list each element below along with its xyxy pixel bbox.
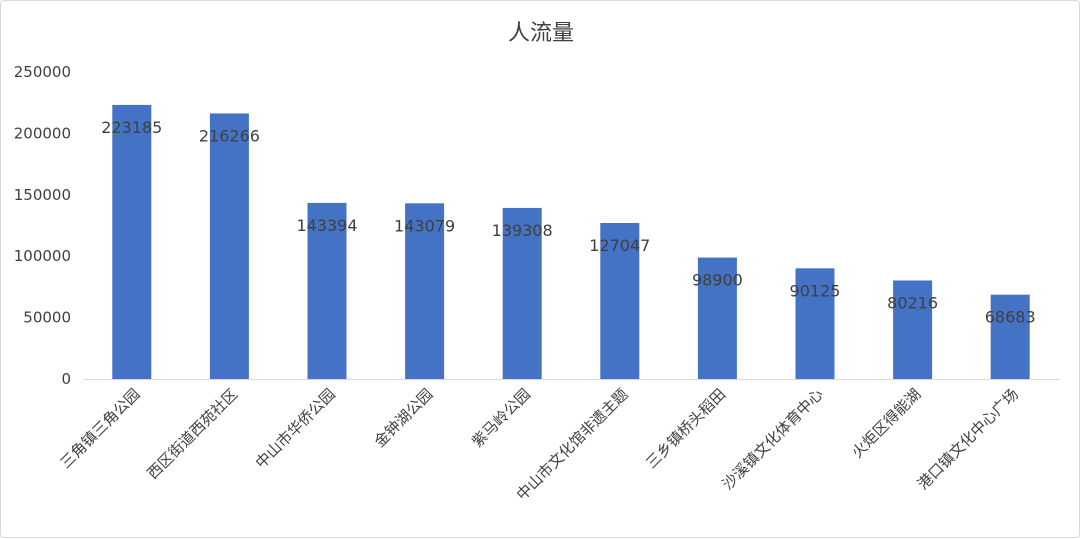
bar xyxy=(112,104,152,379)
bar-value-label: 143079 xyxy=(394,216,455,235)
x-category-label: 火炬区得能湖 xyxy=(848,385,924,461)
x-category-label: 紫马岭公园 xyxy=(468,385,534,451)
value-labels-group: 223185 216266 143394 143079 139308 127047 9890… xyxy=(101,118,1035,327)
category-labels-group: 三角镇三角公园 西区街道西苑社区 中山市华侨公园 金钟湖公园 紫马岭公园中山市文化馆非遗… xyxy=(57,385,1022,504)
bar-value-label: 68683 xyxy=(985,308,1036,327)
bar xyxy=(209,113,249,379)
x-category-label: 三乡镇桥头稻田 xyxy=(642,385,729,472)
bar xyxy=(697,257,737,379)
y-tick-label: 150000 xyxy=(14,186,71,204)
bar-value-label: 139308 xyxy=(492,221,553,240)
bar-value-label: 127047 xyxy=(589,236,650,255)
x-category-label: 三角镇三角公园 xyxy=(57,385,144,472)
bar-value-label: 98900 xyxy=(692,271,743,290)
bar-value-label: 90125 xyxy=(790,281,841,300)
chart-title: 人流量 xyxy=(508,21,574,46)
y-tick-label: 200000 xyxy=(14,124,71,142)
x-category-label: 中山市华侨公园 xyxy=(252,385,339,472)
bar xyxy=(307,202,347,379)
bar xyxy=(405,203,445,379)
bar-value-label: 223185 xyxy=(101,118,162,137)
bar-value-label: 216266 xyxy=(199,126,260,145)
y-tick-label: 250000 xyxy=(14,63,71,81)
x-category-label: 中山市文化馆非遗主题 xyxy=(513,385,632,504)
y-tick-label: 0 xyxy=(61,370,71,388)
bar-value-label: 143394 xyxy=(296,216,357,235)
bar xyxy=(893,280,933,379)
x-category-label: 西区街道西苑社区 xyxy=(144,385,242,483)
y-tick-label: 100000 xyxy=(14,247,71,265)
bar-value-label: 80216 xyxy=(887,293,938,312)
bar xyxy=(795,268,835,379)
y-tick-label: 50000 xyxy=(23,309,71,327)
bars-group xyxy=(112,104,1030,379)
x-category-label: 港口镇文化中心广场 xyxy=(914,385,1022,493)
y-axis-ticks: 0 50000 100000 150000 200000 250000 xyxy=(14,63,71,388)
bar xyxy=(600,222,640,379)
x-category-label: 金钟湖公园 xyxy=(371,385,437,451)
bar xyxy=(502,207,542,379)
x-category-label: 沙溪镇文化体育中心 xyxy=(719,385,827,493)
bar xyxy=(990,294,1030,379)
